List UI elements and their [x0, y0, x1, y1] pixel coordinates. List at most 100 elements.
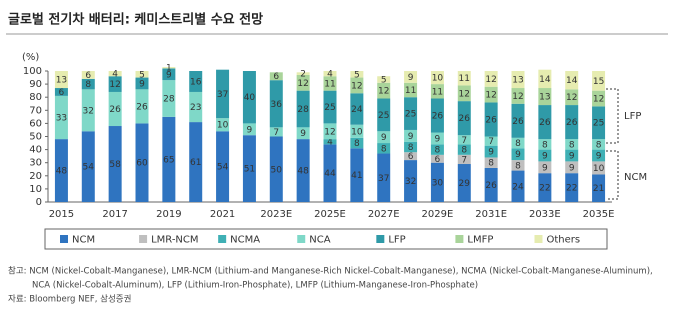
- value-label: 36: [271, 100, 283, 110]
- bar-segment: [404, 141, 418, 153]
- bar-segment: [592, 90, 606, 107]
- bar-segment: [457, 85, 471, 102]
- value-label: 12: [485, 91, 496, 101]
- bar-segment: [216, 69, 230, 119]
- value-label: 51: [244, 165, 255, 175]
- value-label: 12: [378, 87, 389, 97]
- bar-segment: [404, 71, 418, 83]
- bar-segment: [54, 95, 68, 140]
- legend-swatch: [297, 235, 306, 243]
- value-label: 10: [593, 164, 605, 174]
- x-tick-label: 2021: [210, 209, 235, 220]
- value-label: 65: [163, 155, 174, 165]
- value-label: 15: [593, 77, 604, 87]
- value-label: 48: [297, 167, 309, 177]
- value-label: 13: [539, 93, 550, 103]
- x-tick-label: 2031E: [475, 209, 507, 220]
- value-label: 7: [461, 136, 467, 146]
- value-label: 9: [515, 150, 521, 160]
- bar-segment: [565, 149, 579, 162]
- legend-swatch: [376, 235, 385, 243]
- legend-swatch: [534, 235, 543, 243]
- bar-segment: [81, 71, 95, 79]
- value-label: 8: [596, 140, 602, 150]
- bar-segment: [135, 71, 149, 78]
- bar-segment: [511, 137, 525, 149]
- bar-segment: [54, 88, 68, 96]
- value-label: 21: [593, 184, 604, 194]
- chart-title: 글로벌 전기차 배터리: 케미스트리별 수요 전망: [8, 12, 263, 28]
- bar-segment: [511, 170, 525, 202]
- value-label: 30: [432, 178, 444, 188]
- value-label: 61: [190, 158, 201, 168]
- bar-segment: [538, 161, 552, 174]
- bar-segment: [484, 102, 498, 137]
- value-label: 4: [112, 70, 118, 80]
- y-tick-label: 90: [29, 79, 42, 90]
- value-label: 5: [381, 76, 387, 86]
- value-label: 12: [566, 93, 577, 103]
- bar-segment: [430, 132, 444, 145]
- value-label: 7: [488, 137, 494, 147]
- value-label: 6: [435, 155, 441, 165]
- legend-label: NCA: [309, 235, 330, 246]
- value-label: 8: [515, 139, 521, 149]
- bracket-lfp: [606, 88, 619, 144]
- legend-swatch: [139, 235, 148, 243]
- bar-segment: [323, 76, 337, 91]
- value-label: 40: [244, 93, 256, 103]
- x-tick-label: 2023E: [260, 209, 292, 220]
- bar-segment: [457, 71, 471, 86]
- bar-segment: [377, 98, 391, 132]
- value-label: 26: [432, 112, 444, 122]
- value-label: 48: [56, 167, 68, 177]
- value-label: 8: [408, 143, 414, 153]
- bar-segment: [484, 136, 498, 146]
- x-tick-label: 2019: [156, 209, 181, 220]
- bar-segment: [108, 91, 122, 127]
- value-label: 54: [217, 163, 229, 173]
- bar-segment: [565, 161, 579, 174]
- value-label: 9: [247, 125, 253, 135]
- y-tick-label: 60: [29, 118, 42, 129]
- bar-segment: [135, 123, 149, 202]
- value-label: 32: [83, 106, 94, 116]
- bar-segment: [538, 173, 552, 202]
- bar-segment: [350, 93, 364, 125]
- value-label: 12: [351, 81, 362, 91]
- x-tick-label: 2033E: [529, 209, 561, 220]
- value-label: 10: [351, 127, 363, 137]
- value-label: 6: [59, 88, 65, 98]
- value-label: 44: [324, 169, 336, 179]
- bar-segment: [565, 139, 579, 150]
- value-label: 16: [190, 77, 202, 87]
- value-label: 9: [435, 134, 441, 144]
- value-label: 26: [109, 105, 121, 115]
- bar-segment: [296, 72, 310, 75]
- legend-swatch: [218, 235, 227, 243]
- bar-segment: [162, 67, 176, 69]
- value-label: 9: [488, 148, 494, 158]
- bar-segment: [565, 105, 579, 140]
- x-tick-label: 2035E: [583, 209, 615, 220]
- value-label: 24: [512, 182, 524, 192]
- bar-segment: [377, 82, 391, 99]
- bar-segment: [108, 71, 122, 77]
- value-label: 60: [136, 159, 148, 169]
- bar-segment: [81, 78, 95, 90]
- value-label: 6: [273, 72, 279, 82]
- bar-segment: [511, 88, 525, 104]
- value-label: 1: [166, 64, 172, 74]
- bar-segment: [296, 74, 310, 91]
- value-label: 23: [190, 103, 201, 113]
- bar-segment: [538, 69, 552, 89]
- value-label: 12: [297, 79, 308, 89]
- bar-segment: [430, 98, 444, 133]
- value-label: 9: [300, 129, 306, 139]
- bar-segment: [592, 71, 606, 91]
- footnote: 자료: Bloomberg NEF, 삼성증권: [8, 294, 131, 305]
- y-tick-label: 0: [36, 197, 42, 208]
- value-label: 11: [324, 79, 335, 89]
- bar-segment: [404, 97, 418, 130]
- value-label: 9: [569, 163, 575, 173]
